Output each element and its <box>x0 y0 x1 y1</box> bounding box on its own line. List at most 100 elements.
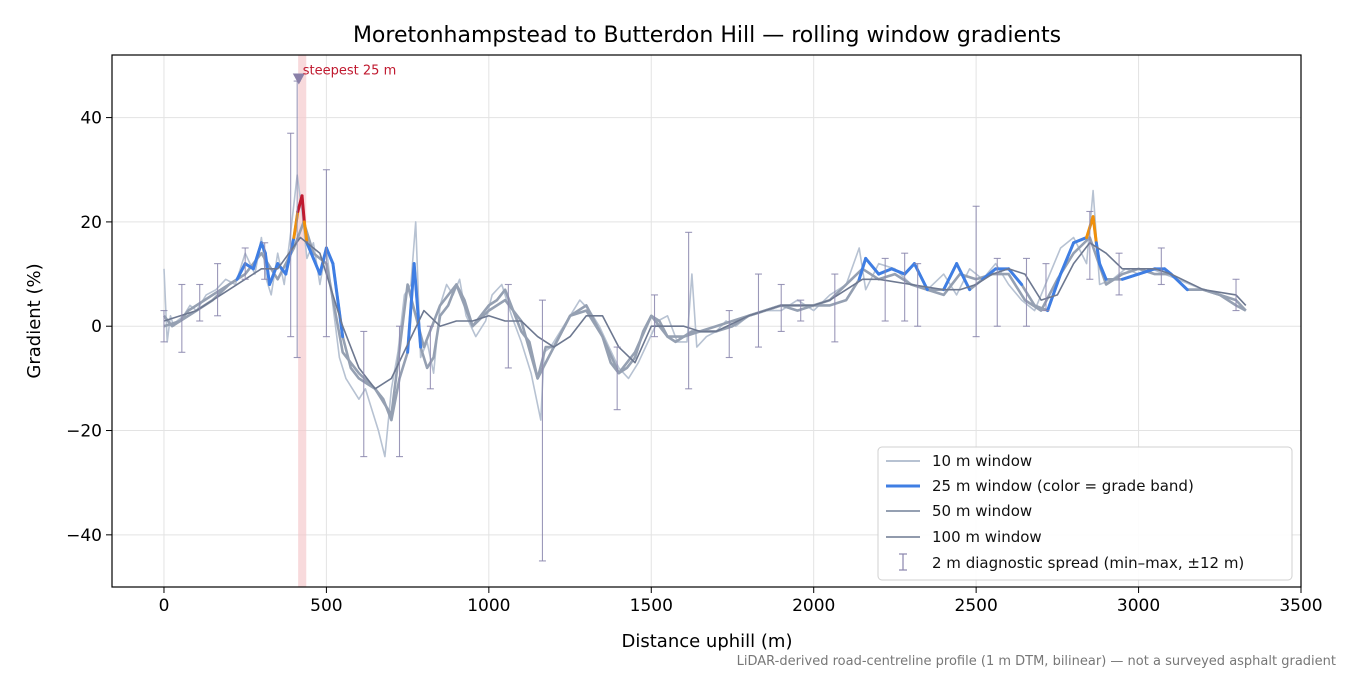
error-bar <box>972 205 980 338</box>
steepest-annotation: steepest 25 m <box>303 63 396 78</box>
error-bar <box>504 283 512 369</box>
x-tick-label: 1500 <box>630 596 673 616</box>
legend-box <box>877 446 1293 581</box>
series-25m-segment <box>942 262 959 292</box>
x-tick-label: 500 <box>310 596 342 616</box>
series-25m-segment <box>300 194 306 224</box>
x-axis-label: Distance uphill (m) <box>622 631 793 652</box>
error-bar <box>241 247 249 280</box>
footnote: LiDAR-derived road-centreline profile (1… <box>737 654 1336 669</box>
error-bar <box>685 231 693 390</box>
series-25m-segment <box>912 262 929 292</box>
y-tick-label: 0 <box>91 317 102 337</box>
series-25m-segment <box>1059 241 1076 276</box>
series-25m-segment <box>890 267 907 276</box>
series-25m-segment <box>1137 267 1157 276</box>
error-bar <box>651 294 659 338</box>
series-25m-segment <box>284 236 296 276</box>
error-bar <box>426 325 434 390</box>
steepest-marker <box>292 73 305 85</box>
y-tick-label: 40 <box>80 109 102 129</box>
error-bar <box>287 132 295 338</box>
error-bar <box>881 257 889 322</box>
legend-label-50m: 50 m window <box>932 502 1032 520</box>
y-tick-label: −20 <box>66 422 102 442</box>
series-25m-segment <box>302 220 309 245</box>
error-bar <box>160 310 168 343</box>
error-bar <box>178 283 186 353</box>
series-25m-segment <box>981 267 998 281</box>
y-axis-label: Gradient (%) <box>24 263 45 378</box>
error-bar <box>396 325 404 458</box>
error-bar <box>261 242 269 280</box>
x-tick-label: 3000 <box>1117 596 1160 616</box>
series-25m-segment <box>1007 267 1024 286</box>
series-25m-segment <box>1169 272 1189 292</box>
error-bar <box>914 263 922 327</box>
error-bar <box>1022 257 1030 327</box>
series-25m-segment <box>1046 272 1063 313</box>
error-bar <box>725 310 733 359</box>
series-25m-segment <box>1098 262 1108 281</box>
legend-label-10m: 10 m window <box>932 452 1032 470</box>
series-10m-line <box>163 174 1247 458</box>
x-tick-label: 0 <box>159 596 170 616</box>
series-25m-segment <box>903 262 916 276</box>
y-tick-label: −40 <box>66 526 102 546</box>
series-25m-segment <box>324 246 335 266</box>
error-bar <box>901 252 909 322</box>
legend-swatch-errorbar <box>899 553 907 571</box>
series-25m-segment <box>243 262 255 271</box>
error-bar <box>196 283 204 322</box>
error-bar <box>214 263 222 317</box>
series-25m-segment <box>1120 272 1141 281</box>
error-bar <box>360 330 368 458</box>
series-25m-segment <box>1094 241 1102 266</box>
series-25m-segment <box>311 256 322 276</box>
series-25m-segment <box>305 241 315 260</box>
series-25m-segment <box>235 262 247 281</box>
series-25m-segment <box>864 256 881 276</box>
series-25m-segment <box>268 262 280 286</box>
legend-label-25m: 25 m window (color = grade band) <box>932 477 1194 495</box>
annotations: steepest 25 m <box>292 63 396 85</box>
legend: 10 m window 25 m window (color = grade b… <box>877 446 1293 581</box>
plot-frame <box>111 54 1302 588</box>
series-25m-segment <box>1072 236 1089 245</box>
x-tick-label: 2000 <box>792 596 835 616</box>
series-25m-segment <box>955 262 972 292</box>
error-bar <box>1042 263 1050 312</box>
x-tick-label: 1000 <box>467 596 510 616</box>
axis-ticks: 0 500 1000 1500 2000 2500 3000 3500 −40 −20 0 20 40 <box>66 109 1323 616</box>
error-bar <box>1115 252 1123 296</box>
series-100m-line <box>163 236 1247 390</box>
error-bar <box>613 346 621 411</box>
series-25m-segment <box>331 262 345 339</box>
chart-title: Moretonhampstead to Butterdon Hill — rol… <box>353 23 1061 48</box>
error-bar <box>1157 247 1165 286</box>
steepest-band-rect <box>298 55 307 587</box>
x-tick-label: 2500 <box>955 596 998 616</box>
steepest-band <box>298 55 307 587</box>
error-bar <box>831 273 839 343</box>
series-25m-segment <box>1091 215 1098 245</box>
series-25m-segment <box>857 256 868 281</box>
error-bar <box>538 299 546 562</box>
error-bars <box>160 80 1240 562</box>
error-bar <box>797 299 805 322</box>
error-bar <box>777 283 785 332</box>
error-bar <box>1232 278 1240 312</box>
error-bar <box>322 169 330 338</box>
legend-label-errorbar: 2 m diagnostic spread (min–max, ±12 m) <box>932 554 1244 572</box>
legend-label-100m: 100 m window <box>932 528 1042 546</box>
error-bar <box>993 257 1001 327</box>
series-25m-segment <box>276 262 288 276</box>
series-lines <box>162 174 1247 458</box>
y-tick-label: 20 <box>80 213 102 233</box>
series-25m-segment <box>406 262 416 354</box>
series-25m-segment <box>251 241 263 271</box>
x-tick-label: 3500 <box>1279 596 1322 616</box>
error-bar <box>1086 210 1094 280</box>
